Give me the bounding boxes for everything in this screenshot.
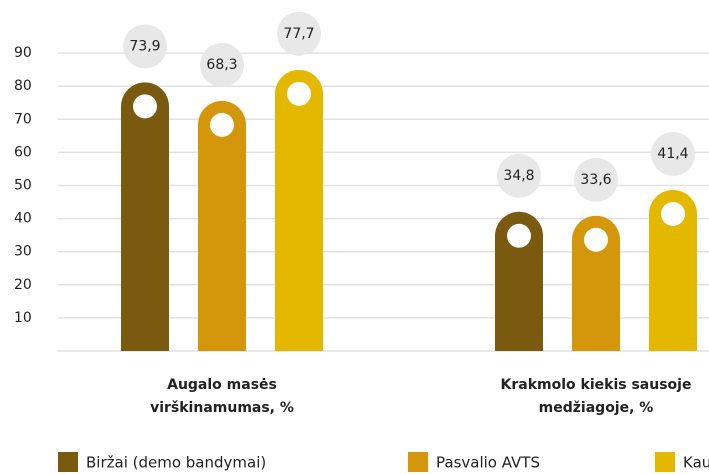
legend-label: Kau xyxy=(683,454,709,472)
legend-label: Pasvalio AVTS xyxy=(436,454,540,472)
bar-dot xyxy=(661,201,685,226)
bar xyxy=(198,100,246,351)
y-tick-label: 80 xyxy=(14,78,32,94)
y-tick-label: 10 xyxy=(14,310,32,326)
y-tick-label: 30 xyxy=(14,244,32,260)
y-tick-label: 40 xyxy=(14,211,32,227)
bar xyxy=(275,69,323,352)
value-bubble xyxy=(497,153,541,198)
bar xyxy=(572,215,620,351)
legend-swatch xyxy=(408,452,428,472)
value-label: 73,9 xyxy=(129,38,160,54)
bar-dot xyxy=(133,94,157,119)
category-label: medžiagoje, % xyxy=(539,400,654,416)
bar xyxy=(495,211,543,351)
y-tick-label: 20 xyxy=(14,277,32,293)
value-label: 68,3 xyxy=(206,57,237,73)
value-bubble xyxy=(123,24,167,69)
bar-dot xyxy=(507,223,531,248)
bar xyxy=(121,82,169,352)
y-tick-label: 90 xyxy=(14,45,32,61)
bar xyxy=(649,189,697,351)
value-bubble xyxy=(200,42,244,87)
legend-swatch xyxy=(655,452,675,472)
value-label: 33,6 xyxy=(580,172,611,188)
y-tick-label: 50 xyxy=(14,178,32,194)
value-bubble xyxy=(651,131,695,176)
y-tick-label: 70 xyxy=(14,111,32,127)
legend-label: Biržai (demo bandymai) xyxy=(86,454,266,472)
y-tick-label: 60 xyxy=(14,144,32,160)
bar-dot xyxy=(287,81,311,106)
legend-swatch xyxy=(58,452,78,472)
value-bubble xyxy=(277,11,321,56)
category-label: Krakmolo kiekis sausoje xyxy=(501,377,692,393)
value-bubble xyxy=(574,157,618,202)
bar-dot xyxy=(210,112,234,137)
bar-dot xyxy=(584,227,608,252)
category-label: virškinamumas, % xyxy=(150,400,294,416)
value-label: 41,4 xyxy=(657,146,688,162)
value-label: 34,8 xyxy=(503,168,534,184)
value-label: 77,7 xyxy=(283,26,314,42)
category-label: Augalo masės xyxy=(167,377,277,393)
